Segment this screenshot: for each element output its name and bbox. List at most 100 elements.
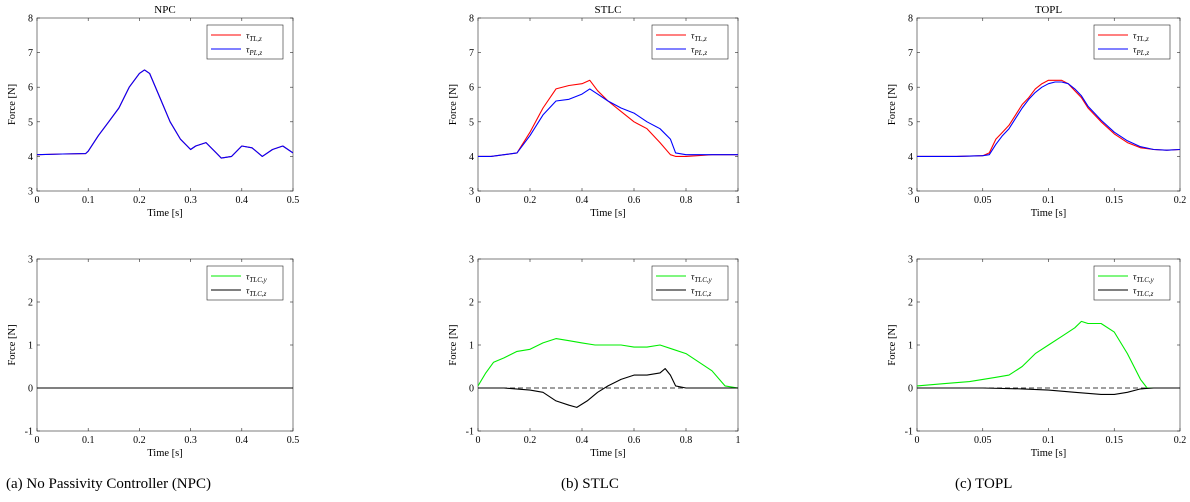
series-line-1 bbox=[917, 320, 1180, 389]
x-tick-label: 0.1 bbox=[82, 195, 95, 206]
x-tick-label: 0.15 bbox=[1106, 195, 1124, 206]
legend-label-1: τTL,z bbox=[1133, 32, 1149, 44]
x-tick-label: 0.4 bbox=[576, 195, 589, 206]
caption-a: (a) No Passivity Controller (NPC) bbox=[6, 476, 211, 492]
series-line-1 bbox=[478, 338, 738, 389]
y-tick-label: 0 bbox=[28, 384, 33, 395]
y-axis-label: Force [N] bbox=[887, 324, 898, 365]
y-tick-label: 8 bbox=[908, 14, 913, 25]
series-line-1 bbox=[37, 69, 293, 159]
y-tick-label: -1 bbox=[905, 427, 913, 438]
y-tick-label: 3 bbox=[469, 187, 474, 198]
axes-box bbox=[36, 17, 294, 192]
legend-label-2: τPL,z bbox=[1133, 46, 1149, 58]
x-tick-label: 0.5 bbox=[287, 195, 300, 206]
x-tick-label: 0.2 bbox=[1174, 195, 1187, 206]
series-group bbox=[478, 79, 738, 157]
series-line-2 bbox=[917, 387, 1180, 395]
x-tick-label: 0 bbox=[915, 195, 920, 206]
figure-canvas: NPC 0 0.1 0.2 0.3 0.4 0.5 3 4 5 6 7 8 Time [s] Force [… bbox=[7, 4, 1187, 460]
x-tick-label: 0.1 bbox=[1042, 195, 1055, 206]
chart-title: NPC bbox=[154, 4, 175, 16]
x-tick-label: 0.6 bbox=[628, 435, 641, 446]
legend-label-1: τTLC,y bbox=[691, 273, 713, 285]
legend-label-1: τTL,z bbox=[246, 32, 262, 44]
x-tick-label: 0.2 bbox=[524, 195, 537, 206]
series-group bbox=[37, 69, 293, 159]
x-tick-label: 0 bbox=[35, 435, 40, 446]
y-tick-label: 1 bbox=[28, 341, 33, 352]
legend: τTLC,y τTLC,z bbox=[1093, 265, 1171, 301]
x-axis-label: Time [s] bbox=[147, 208, 183, 219]
x-tick-label: 0.15 bbox=[1106, 435, 1124, 446]
y-tick-label: 7 bbox=[28, 48, 33, 59]
y-tick-label: 2 bbox=[469, 298, 474, 309]
y-tick-label: 3 bbox=[908, 187, 913, 198]
chart-title: STLC bbox=[595, 4, 622, 16]
x-tick-label: 0 bbox=[476, 195, 481, 206]
x-tick-label: 0.05 bbox=[974, 195, 992, 206]
y-tick-label: 8 bbox=[469, 14, 474, 25]
series-line-2 bbox=[917, 81, 1180, 157]
legend-box bbox=[651, 265, 729, 301]
x-tick-label: 1 bbox=[736, 195, 741, 206]
y-tick-label: 7 bbox=[469, 48, 474, 59]
caption-c: (c) TOPL bbox=[955, 476, 1013, 492]
y-tick-label: -1 bbox=[25, 427, 33, 438]
x-tick-label: 0.1 bbox=[82, 435, 95, 446]
x-tick-label: 0 bbox=[35, 195, 40, 206]
x-tick-label: 0.8 bbox=[680, 435, 693, 446]
y-axis-label: Force [N] bbox=[448, 84, 459, 125]
series-line-2 bbox=[478, 368, 738, 408]
x-tick-label: 0.5 bbox=[287, 435, 300, 446]
x-tick-label: 0.4 bbox=[576, 435, 589, 446]
series-group bbox=[917, 320, 1180, 395]
y-tick-label: 4 bbox=[908, 152, 913, 163]
y-tick-label: 4 bbox=[469, 152, 474, 163]
x-axis-label: Time [s] bbox=[590, 448, 626, 459]
legend-label-2: τTLC,z bbox=[691, 287, 712, 299]
y-tick-label: -1 bbox=[466, 427, 474, 438]
x-tick-label: 0.3 bbox=[184, 195, 197, 206]
x-tick-label: 0.2 bbox=[133, 435, 146, 446]
y-tick-label: 5 bbox=[469, 117, 474, 128]
x-tick-label: 0.2 bbox=[524, 435, 537, 446]
y-tick-label: 3 bbox=[28, 255, 33, 266]
legend-label-2: τPL,z bbox=[246, 46, 262, 58]
y-tick-label: 6 bbox=[28, 83, 33, 94]
y-tick-label: 6 bbox=[908, 83, 913, 94]
legend-label-2: τTLC,z bbox=[1133, 287, 1154, 299]
y-axis-label: Force [N] bbox=[7, 324, 18, 365]
chart-panel-1: NPC 0 0.1 0.2 0.3 0.4 0.5 3 4 5 6 7 8 Time [s] Force [… bbox=[7, 4, 299, 219]
axes-box bbox=[477, 17, 739, 192]
y-tick-label: 4 bbox=[28, 152, 33, 163]
legend: τTL,z τPL,z bbox=[206, 24, 284, 60]
y-axis-label: Force [N] bbox=[887, 84, 898, 125]
x-tick-label: 0.05 bbox=[974, 435, 992, 446]
series-line-2 bbox=[37, 69, 293, 159]
y-axis-label: Force [N] bbox=[448, 324, 459, 365]
y-tick-label: 8 bbox=[28, 14, 33, 25]
y-tick-label: 3 bbox=[28, 187, 33, 198]
legend-box bbox=[1093, 265, 1171, 301]
series-group bbox=[917, 79, 1180, 157]
y-tick-label: 1 bbox=[908, 341, 913, 352]
x-tick-label: 0.8 bbox=[680, 195, 693, 206]
legend: τTLC,y τTLC,z bbox=[651, 265, 729, 301]
x-tick-label: 0 bbox=[915, 435, 920, 446]
chart-title: TOPL bbox=[1035, 4, 1063, 16]
legend-label-1: τTLC,y bbox=[1133, 273, 1155, 285]
y-axis-label: Force [N] bbox=[7, 84, 18, 125]
y-tick-label: 3 bbox=[469, 255, 474, 266]
y-tick-label: 5 bbox=[28, 117, 33, 128]
series-line-1 bbox=[917, 79, 1180, 157]
y-tick-label: 0 bbox=[908, 384, 913, 395]
legend-label-1: τTL,z bbox=[691, 32, 707, 44]
x-tick-label: 0 bbox=[476, 435, 481, 446]
y-tick-label: 6 bbox=[469, 83, 474, 94]
legend: τTL,z τPL,z bbox=[1093, 24, 1171, 60]
y-tick-label: 7 bbox=[908, 48, 913, 59]
